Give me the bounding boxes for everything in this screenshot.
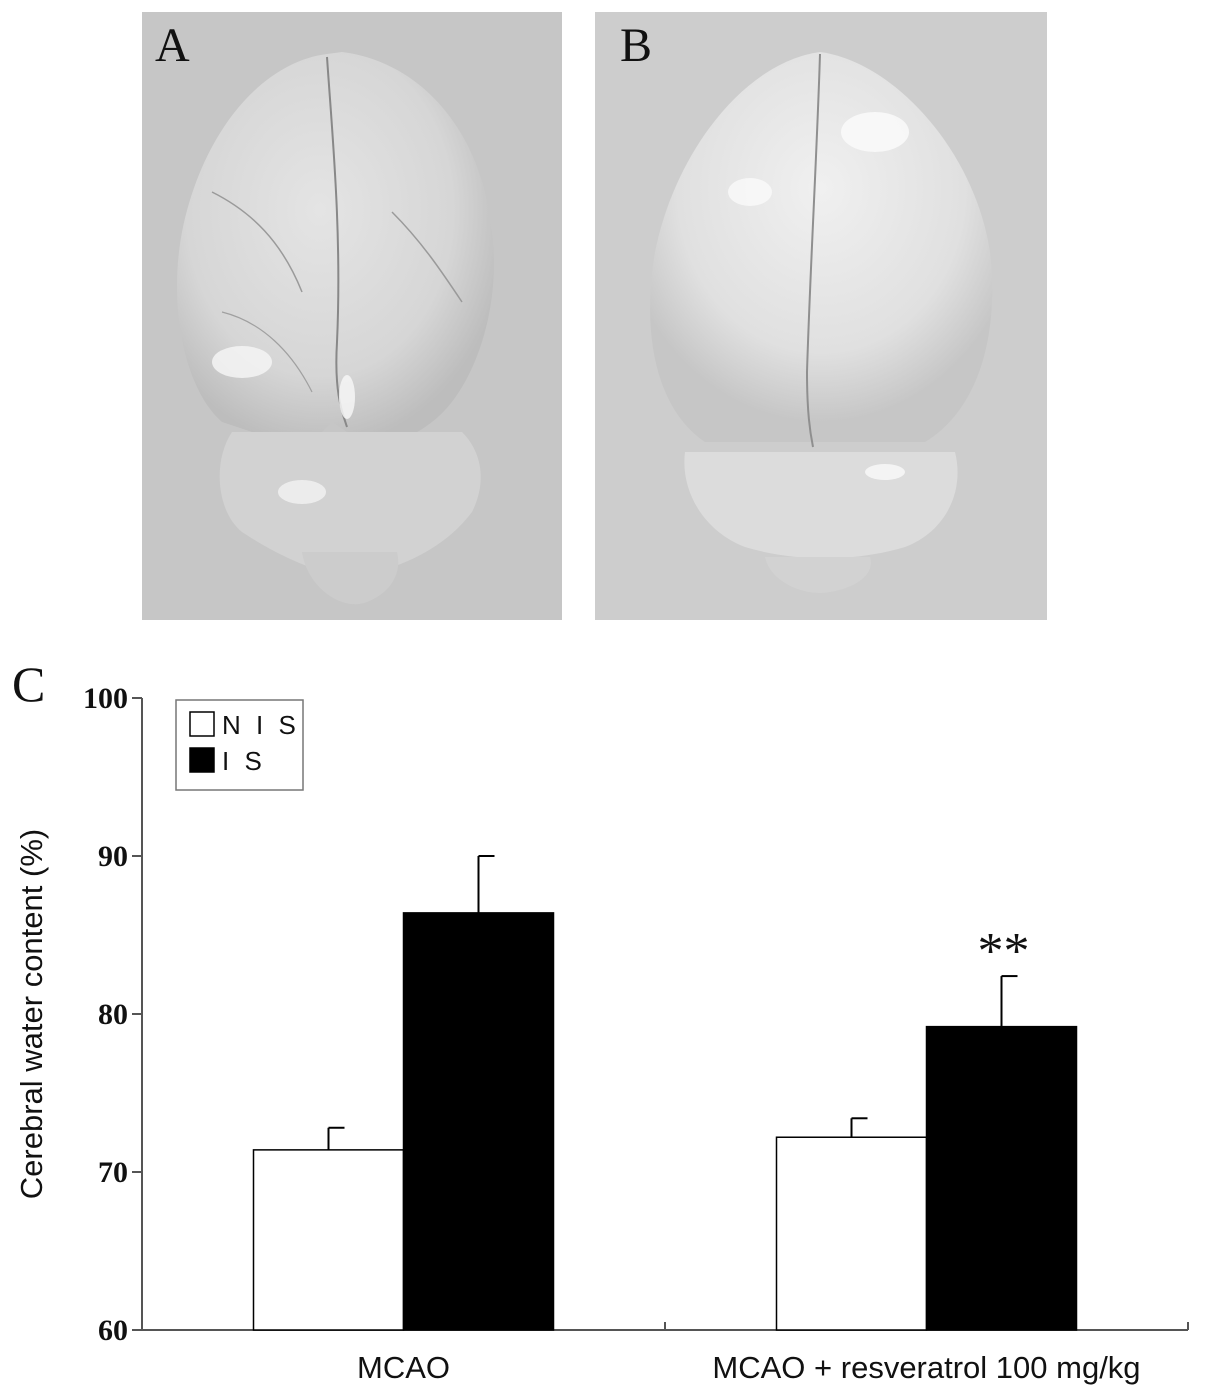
y-ticks: 60 70 80 90 100 [83,682,142,1347]
bar-chart: 60 70 80 90 100 ** MCAO MCAO + resveratrol 10… [14,682,1189,1385]
legend-label: N I S [222,710,300,740]
brain-image-b [595,12,1047,620]
bar-nis [775,1136,928,1331]
bar-is [925,1025,1078,1331]
panel-label-a: A [155,19,190,72]
brain-photo-a [142,12,562,620]
category-label: MCAO + resveratrol 100 mg/kg [712,1350,1140,1385]
panel-label-c: C [12,656,46,712]
error-bars [327,855,1018,1150]
significance-marker: ** [978,923,1030,980]
x-ticks [664,1322,1189,1330]
category-labels: MCAO MCAO + resveratrol 100 mg/kg [357,1350,1141,1385]
y-tick-label: 90 [98,840,128,873]
y-tick-label: 60 [98,1314,128,1347]
bar-nis [252,1149,405,1331]
y-tick-label: 100 [83,682,128,715]
brain-photo-b [595,12,1047,620]
y-axis-title: Cerebral water content (%) [14,829,49,1199]
legend-swatch [189,711,215,737]
panel-label-b: B [620,19,653,72]
bars [252,912,1078,1331]
legend: N I S I S [175,699,304,791]
category-label: MCAO [357,1350,450,1385]
annotations: ** [978,923,1030,980]
legend-label: I S [222,746,266,776]
brain-image-a [142,12,562,620]
legend-swatch [189,747,215,773]
y-tick-label: 70 [98,1156,128,1189]
bar-is [402,912,555,1331]
y-tick-label: 80 [98,998,128,1031]
